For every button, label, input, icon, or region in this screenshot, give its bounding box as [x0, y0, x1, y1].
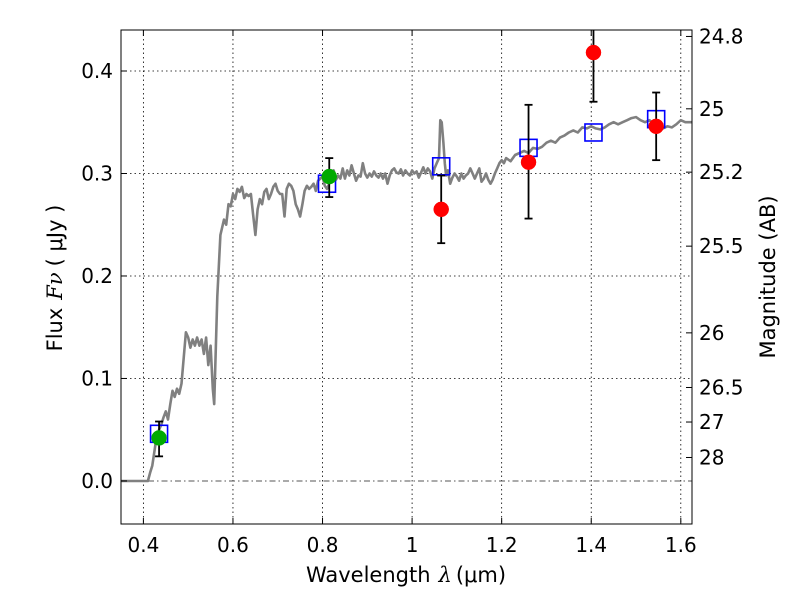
- y-axis-label: FluxFν( μJy ): [43, 205, 67, 352]
- model-spectrum: [121, 115, 692, 483]
- y-tick-label: 0.0: [81, 469, 113, 493]
- x-tick-label: 0.4: [127, 533, 159, 557]
- x-tick-label: 1.2: [486, 533, 518, 557]
- tick-labels: 0.4 0.6 0.8 1 1.2 1.4 1.6 0.0 0.1 0.2 0.3 0.4 24.8 25…: [81, 24, 743, 557]
- model-square: [584, 123, 603, 142]
- y-tick-label: 0.4: [81, 59, 113, 83]
- data-point: [321, 168, 337, 185]
- y-tick-label: 0.1: [81, 366, 113, 390]
- grid: [121, 30, 692, 524]
- x-tick-label: 1.6: [665, 533, 697, 557]
- observed-photometry: [151, 44, 664, 446]
- y2-tick-label: 26: [699, 321, 724, 345]
- model-photometry: [149, 109, 666, 444]
- error-bars: [155, 30, 661, 458]
- y-tick-label: 0.2: [81, 264, 113, 288]
- y2-axis-label: Magnitude (AB): [756, 195, 780, 358]
- plot-frame: [120, 29, 693, 525]
- x-tick-label: 0.8: [307, 533, 339, 557]
- x-axis-label: Wavelength λ (μm): [306, 563, 506, 587]
- data-point: [648, 118, 664, 135]
- data-point: [151, 430, 167, 446]
- y2-tick-label: 26.5: [699, 375, 744, 399]
- data-point: [520, 154, 537, 170]
- spectrum-line: [121, 115, 692, 483]
- y2-tick-label: 27: [699, 410, 724, 434]
- y2-tick-label: 25.2: [699, 160, 744, 184]
- y2-tick-label: 28: [699, 445, 724, 469]
- y-tick-label: 0.3: [81, 161, 113, 185]
- axis-ticks: [121, 30, 692, 524]
- data-point: [585, 44, 602, 61]
- y2-tick-label: 25: [699, 97, 724, 121]
- data-point: [433, 201, 449, 218]
- y2-tick-label: 25.5: [699, 234, 744, 258]
- y2-tick-label: 24.8: [699, 24, 744, 48]
- x-tick-label: 1: [406, 533, 419, 557]
- x-tick-label: 0.6: [217, 533, 249, 557]
- x-tick-label: 1.4: [575, 533, 607, 557]
